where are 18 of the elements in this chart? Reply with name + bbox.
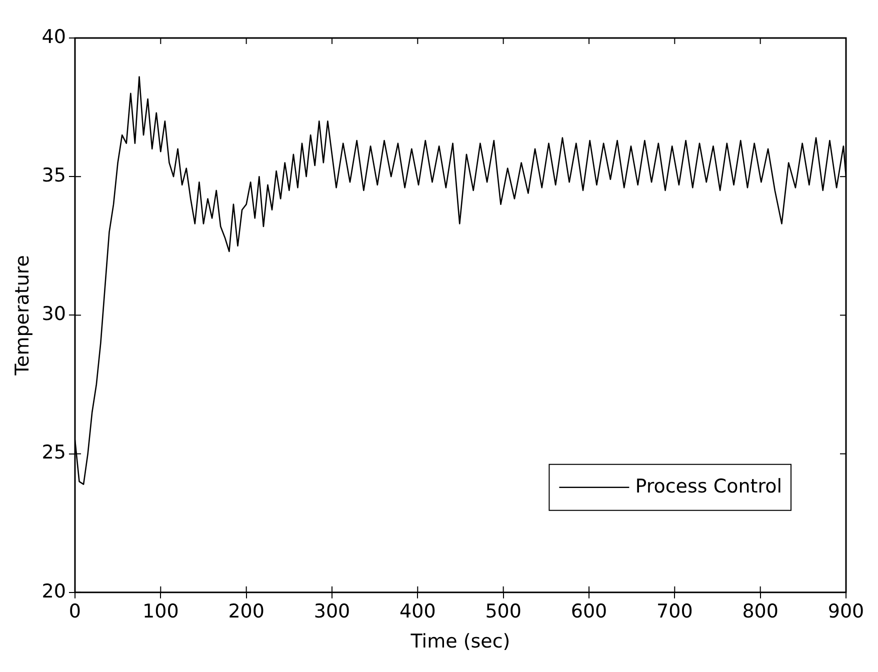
x-tick-label: 0	[68, 600, 82, 623]
x-axis-title: Time (sec)	[410, 630, 510, 653]
y-axis-title: Temperature	[11, 255, 34, 376]
y-tick-label: 40	[42, 26, 66, 48]
x-tick-label: 400	[400, 600, 436, 623]
y-tick-label: 20	[42, 580, 66, 602]
x-tick-label: 800	[742, 600, 778, 623]
x-tick-label: 700	[656, 600, 693, 623]
x-tick-label: 500	[485, 600, 522, 623]
x-tick-label: 600	[570, 600, 608, 623]
legend-label: Process Control	[635, 475, 782, 498]
x-tick-label: 300	[314, 600, 350, 623]
y-tick-label: 25	[42, 442, 66, 464]
x-tick-label: 200	[228, 600, 264, 623]
y-tick-label: 35	[42, 164, 66, 187]
x-tick-label: 900	[828, 600, 864, 623]
x-tick-label: 100	[142, 600, 179, 623]
y-tick-label: 30	[42, 303, 66, 326]
